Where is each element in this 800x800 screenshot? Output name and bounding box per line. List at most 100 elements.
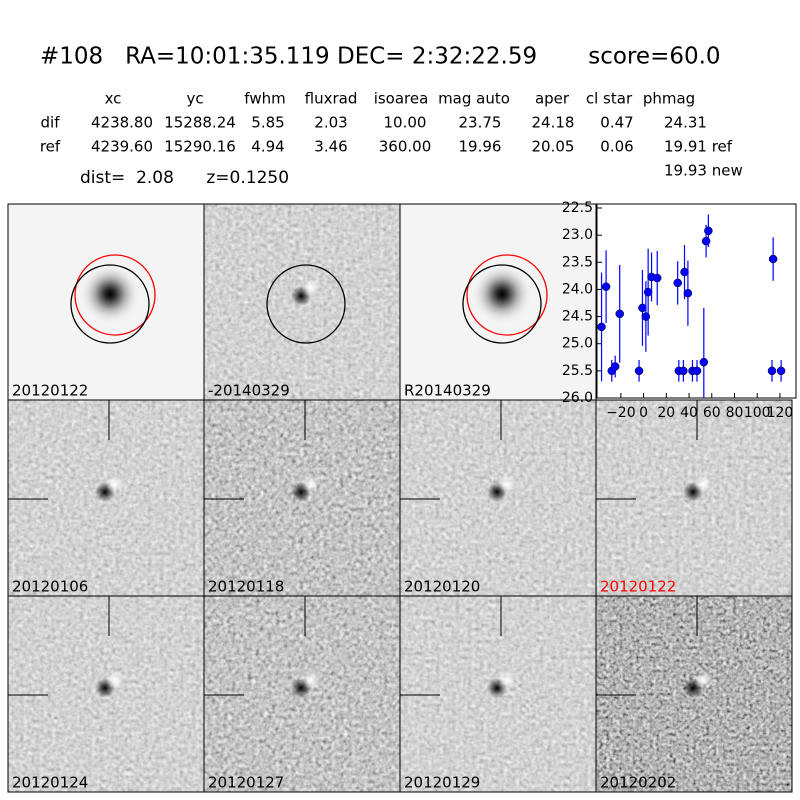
panel-label: 20120120 — [404, 578, 480, 596]
dist: dist= 2.08 z=0.1250 — [80, 168, 289, 188]
image-panel: 20120106 — [7, 399, 205, 597]
panel-label: R20140329 — [404, 382, 491, 400]
aperture-red — [466, 254, 548, 336]
image-panel: 20120122 — [595, 399, 793, 597]
aperture-black — [266, 264, 346, 344]
data-point — [652, 273, 662, 283]
title: #108 RA=10:01:35.119 DEC= 2:32:22.59 sco… — [40, 44, 721, 70]
y-tick-label: 24.5 — [562, 309, 593, 325]
x-tick-label: 80 — [726, 405, 744, 421]
data-point — [601, 282, 611, 291]
panel-label: 20120106 — [12, 578, 88, 596]
table-cell: 23.75 — [459, 114, 502, 132]
x-tick-label: −20 — [606, 405, 636, 421]
panel-border — [595, 595, 793, 793]
table-cell: ref — [40, 138, 61, 156]
panel-label: 20120129 — [404, 774, 480, 792]
panel-label: 20120127 — [208, 774, 284, 792]
dipole-light — [498, 671, 516, 689]
table-cell: 4.94 — [251, 138, 284, 156]
data-point — [768, 254, 778, 264]
y-tick-label: 22.5 — [562, 200, 593, 216]
data-point — [638, 303, 647, 313]
x-tick-label: 100 — [744, 405, 771, 421]
dipole-light — [694, 475, 712, 493]
data-point — [692, 366, 702, 376]
data-point — [683, 288, 693, 298]
image-panel: 20120202 — [595, 595, 793, 793]
data-point — [597, 322, 606, 332]
dipole-light — [106, 671, 124, 689]
table-cell: 15288.24 — [164, 114, 236, 132]
table-cell: 360.00 — [379, 138, 432, 156]
column-header: yc — [186, 90, 203, 108]
x-tick-label: 120 — [767, 405, 794, 421]
y-tick-label: 25.0 — [562, 336, 593, 352]
data-point — [776, 366, 786, 376]
column-header: xc — [105, 90, 122, 108]
image-panel: 20120127 — [203, 595, 401, 793]
table-cell: 19.96 — [459, 138, 502, 156]
panel-label: 20120202 — [600, 774, 676, 792]
table-cell: 5.85 — [251, 114, 284, 132]
y-tick-label: 24.0 — [562, 281, 593, 297]
data-point — [673, 278, 682, 288]
panel-label: 20120118 — [208, 578, 284, 596]
dipole-light — [302, 279, 320, 297]
dipole-light — [498, 475, 516, 493]
panel-label: 20120124 — [12, 774, 88, 792]
image-panel: 20120122 — [7, 203, 205, 401]
table-cell: 24.18 — [532, 114, 575, 132]
data-point — [679, 366, 688, 376]
data-point — [704, 226, 713, 236]
data-point — [643, 287, 653, 297]
star — [80, 264, 140, 324]
table-cell: 4239.60 — [91, 138, 153, 156]
dipole-light — [302, 671, 320, 689]
table-cell: dif — [41, 114, 61, 132]
data-point — [767, 366, 777, 376]
image-panel: 20120120 — [399, 399, 597, 597]
table-cell: 24.31 — [664, 114, 707, 132]
panel-label: 20120122 — [12, 382, 88, 400]
table-cell: 3.46 — [314, 138, 347, 156]
data-point — [615, 309, 624, 319]
table-extra: 19.93 new — [664, 162, 743, 180]
table-cell: 2.03 — [314, 114, 347, 132]
table-cell: 4238.80 — [91, 114, 153, 132]
data-point — [634, 366, 644, 376]
dipole-light — [302, 475, 320, 493]
table-cell: 0.06 — [600, 138, 633, 156]
dipole-light — [694, 671, 712, 689]
panel-label: 20120122 — [600, 578, 676, 596]
table-cell: 0.47 — [600, 114, 633, 132]
y-tick-label: 26.0 — [562, 390, 593, 406]
column-header: fluxrad — [305, 90, 358, 108]
x-tick-label: 0 — [639, 405, 648, 421]
image-panel: 20120124 — [7, 595, 205, 793]
data-point — [610, 362, 620, 371]
aperture-red — [74, 254, 156, 336]
y-tick-label: 23.5 — [562, 254, 593, 270]
aperture-black — [462, 264, 542, 344]
aperture-black — [70, 264, 150, 344]
image-panel: 20120129 — [399, 595, 597, 793]
column-header: aper — [535, 90, 570, 108]
column-header: mag auto — [438, 90, 510, 108]
table-cell: 10.00 — [384, 114, 427, 132]
image-panel: -20140329 — [203, 203, 401, 401]
column-header: fwhm — [244, 90, 285, 108]
x-tick-label: 20 — [657, 405, 675, 421]
star — [472, 264, 532, 324]
table-cell: 19.91 ref — [664, 138, 733, 156]
dipole-light — [106, 475, 124, 493]
image-panel: 20120118 — [203, 399, 401, 597]
data-point — [680, 267, 689, 277]
panel-label: -20140329 — [208, 382, 290, 400]
x-tick-label: 40 — [680, 405, 698, 421]
table-cell: 20.05 — [532, 138, 575, 156]
column-header: phmag — [643, 90, 695, 108]
data-point — [699, 357, 709, 367]
column-header: isoarea — [374, 90, 429, 108]
